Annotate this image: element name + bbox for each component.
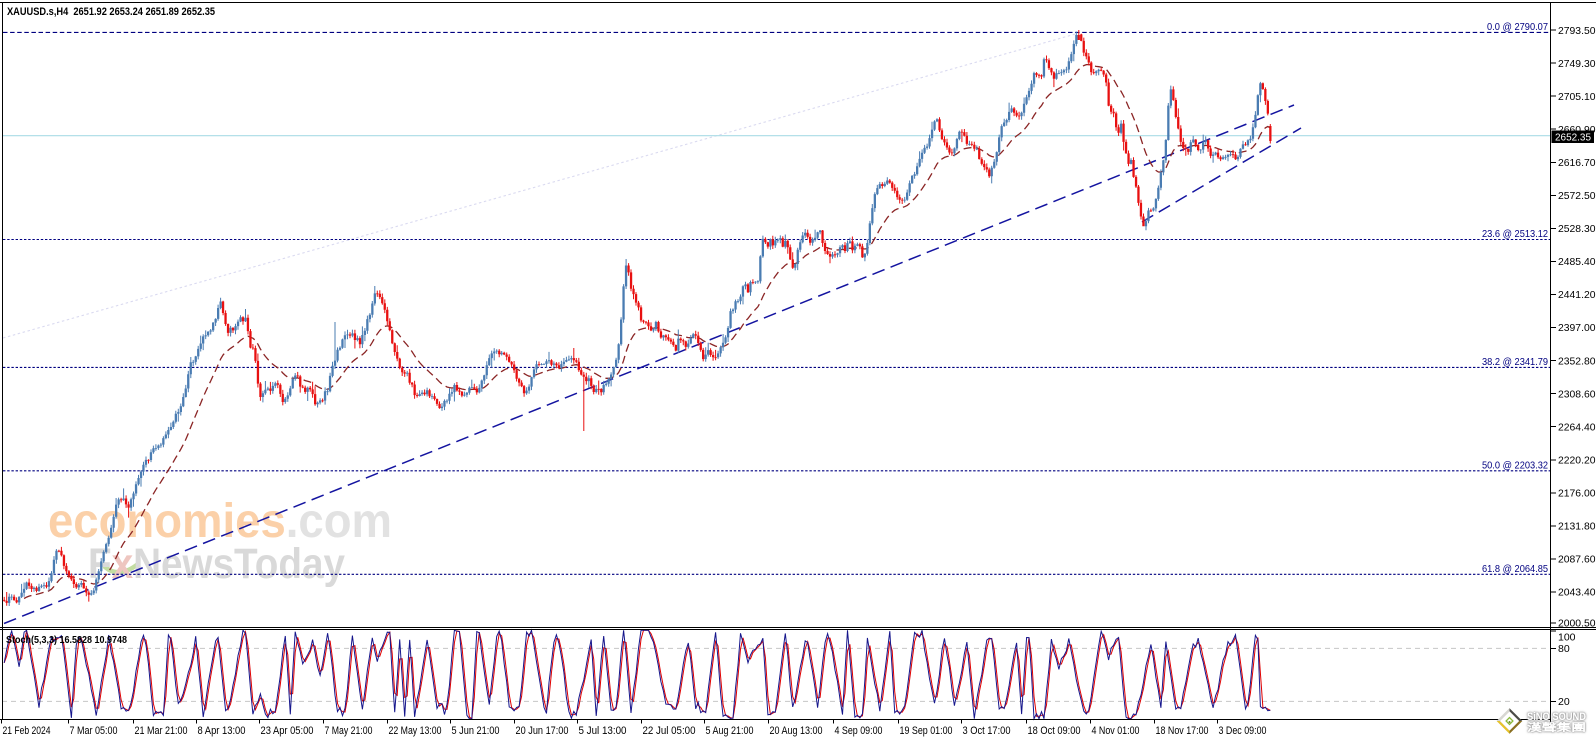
svg-text:2485.40: 2485.40: [1558, 256, 1596, 268]
svg-text:20 Aug 13:00: 20 Aug 13:00: [770, 725, 823, 737]
svg-text:21 Mar 21:00: 21 Mar 21:00: [135, 725, 188, 737]
svg-text:2264.40: 2264.40: [1558, 421, 1596, 433]
svg-text:2176.00: 2176.00: [1558, 488, 1596, 500]
svg-text:80: 80: [1558, 643, 1570, 655]
svg-text:2000.50: 2000.50: [1558, 618, 1596, 630]
svg-text:3 Oct 17:00: 3 Oct 17:00: [963, 725, 1011, 737]
svg-text:5 Jul 13:00: 5 Jul 13:00: [579, 725, 627, 737]
svg-text:2352.80: 2352.80: [1558, 355, 1596, 367]
svg-text:50.0 @ 2203.32: 50.0 @ 2203.32: [1482, 459, 1548, 471]
svg-text:2131.80: 2131.80: [1558, 521, 1596, 533]
svg-text:38.2 @ 2341.79: 38.2 @ 2341.79: [1482, 356, 1548, 368]
svg-text:5 Aug 21:00: 5 Aug 21:00: [706, 725, 754, 737]
svg-text:2528.30: 2528.30: [1558, 223, 1596, 235]
svg-text:20 Jun 17:00: 20 Jun 17:00: [516, 725, 569, 737]
svg-text:20: 20: [1558, 696, 1570, 708]
svg-text:2616.70: 2616.70: [1558, 157, 1596, 169]
svg-text:22 May 13:00: 22 May 13:00: [389, 725, 442, 737]
svg-text:2705.10: 2705.10: [1558, 91, 1596, 103]
svg-text:21 Feb 2024: 21 Feb 2024: [3, 725, 51, 737]
svg-text:SiNO SOUND: SiNO SOUND: [1527, 711, 1586, 723]
svg-text:漢聲集團: 漢聲集團: [1527, 721, 1586, 734]
svg-text:18 Nov 17:00: 18 Nov 17:00: [1156, 725, 1209, 737]
svg-text:2043.40: 2043.40: [1558, 587, 1596, 599]
svg-text:4 Sep 09:00: 4 Sep 09:00: [835, 725, 883, 737]
svg-text:4 Nov 01:00: 4 Nov 01:00: [1092, 725, 1140, 737]
svg-text:19 Sep 01:00: 19 Sep 01:00: [900, 725, 953, 737]
svg-text:XAUUSD.s,H4 2651.92 2653.24 2: XAUUSD.s,H4 2651.92 2653.24 2651.89 2652…: [7, 6, 215, 18]
svg-text:2220.20: 2220.20: [1558, 454, 1596, 466]
svg-text:3 Dec 09:00: 3 Dec 09:00: [1219, 725, 1267, 737]
svg-text:2793.50: 2793.50: [1558, 25, 1596, 37]
svg-text:2652.35: 2652.35: [1555, 132, 1591, 144]
svg-text:8 Apr 13:00: 8 Apr 13:00: [198, 725, 246, 737]
svg-text:economies.com: economies.com: [48, 495, 392, 548]
svg-text:23.6 @ 2513.12: 23.6 @ 2513.12: [1482, 228, 1548, 240]
svg-text:2749.30: 2749.30: [1558, 58, 1596, 70]
svg-text:22 Jul 05:00: 22 Jul 05:00: [643, 725, 696, 737]
svg-text:100: 100: [1558, 632, 1576, 644]
svg-text:Stoch(5,3,3) 16.5828 10.9748: Stoch(5,3,3) 16.5828 10.9748: [6, 634, 127, 646]
svg-text:23 Apr 05:00: 23 Apr 05:00: [261, 725, 314, 737]
svg-text:2397.00: 2397.00: [1558, 322, 1596, 334]
svg-text:2308.60: 2308.60: [1558, 388, 1596, 400]
svg-text:0.0 @ 2790.07: 0.0 @ 2790.07: [1487, 21, 1548, 33]
svg-text:2087.60: 2087.60: [1558, 554, 1596, 566]
svg-text:7 Mar 05:00: 7 Mar 05:00: [70, 725, 118, 737]
svg-text:61.8 @ 2064.85: 61.8 @ 2064.85: [1482, 563, 1548, 575]
svg-text:FxNewsToday: FxNewsToday: [88, 540, 345, 588]
svg-text:2441.20: 2441.20: [1558, 289, 1596, 301]
svg-text:5 Jun 21:00: 5 Jun 21:00: [452, 725, 500, 737]
svg-text:2572.50: 2572.50: [1558, 190, 1596, 202]
svg-text:18 Oct 09:00: 18 Oct 09:00: [1028, 725, 1081, 737]
svg-text:7 May 21:00: 7 May 21:00: [325, 725, 373, 737]
